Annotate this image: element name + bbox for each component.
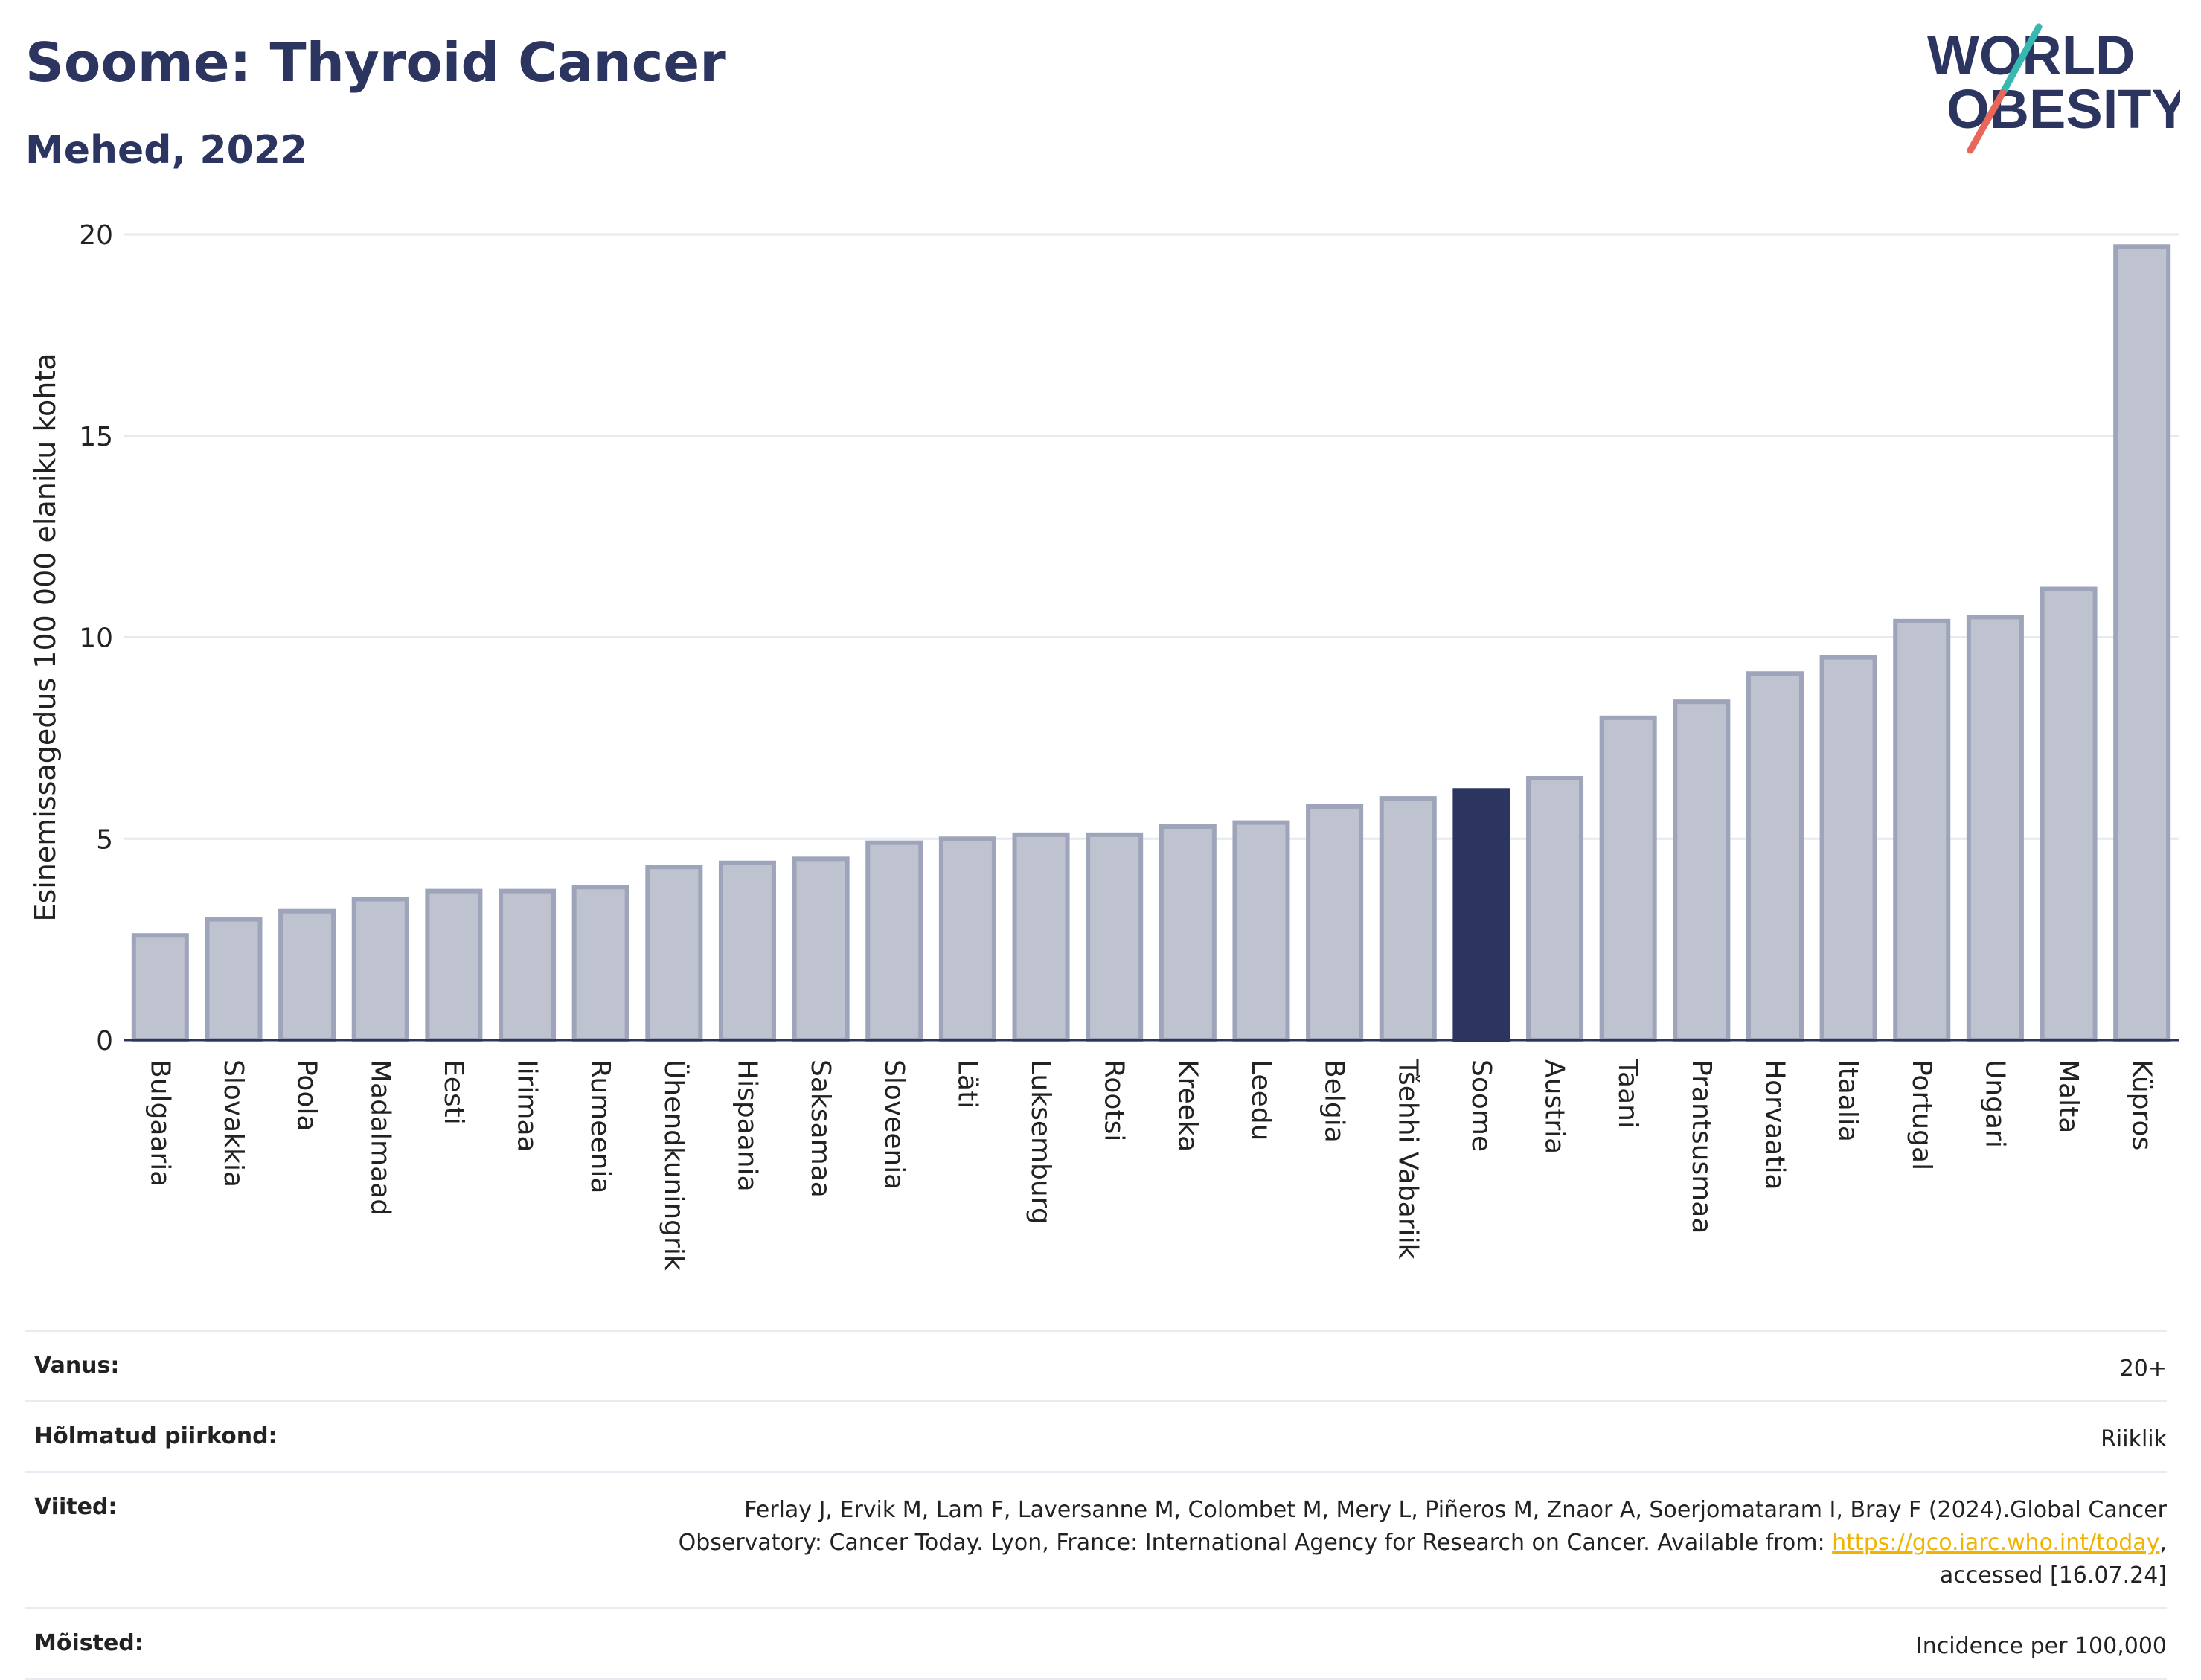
y-tick-label: 20 [79, 220, 113, 251]
bar-Leedu [1232, 820, 1290, 1042]
bar-Kreeka [1159, 824, 1217, 1042]
bar-Bulgaaria [131, 933, 189, 1042]
logo-slash-teal [1999, 23, 2043, 96]
meta-row-region: Hõlmatud piirkond: Riiklik [25, 1400, 2167, 1471]
bar-Rootsi [1086, 832, 1144, 1042]
meta-row-references: Viited: Ferlay J, Ervik M, Lam F, Lavers… [25, 1471, 2167, 1607]
x-tick-label: Bulgaaria [144, 1059, 175, 1187]
bar-Portugal [1893, 618, 1951, 1042]
definitions-label: Mõisted: [34, 1630, 144, 1656]
age-label: Vanus: [34, 1353, 120, 1379]
references-label: Viited: [34, 1494, 118, 1520]
references-value: Ferlay J, Ervik M, Lam F, Laversanne M, … [679, 1494, 2167, 1592]
world-obesity-logo: WORLD OBESITY [1927, 23, 2180, 154]
region-value: Riiklik [2101, 1426, 2167, 1452]
x-tick-label: Luksemburg [1025, 1059, 1056, 1225]
y-axis-label: Esinemissagedus 100 000 elaniku kohta [29, 353, 62, 921]
x-tick-label: Soome [1466, 1059, 1496, 1152]
bar-Prantsusmaa [1673, 699, 1731, 1042]
x-tick-label: Tšehhi Vabariik [1392, 1059, 1423, 1260]
bar-Horvaatia [1746, 671, 1804, 1042]
age-value: 20+ [2119, 1356, 2167, 1382]
bar-Küpros [2113, 244, 2171, 1042]
bar-Poola [278, 908, 336, 1042]
x-tick-label: Sloveenia [879, 1059, 909, 1190]
references-text-1: Ferlay J, Ervik M, Lam F, Laversanne M, … [744, 1497, 2167, 1523]
x-tick-label: Itaalia [1833, 1059, 1863, 1142]
bar-Ungari [1966, 615, 2024, 1042]
bar-Iirimaa [499, 888, 557, 1043]
y-tick-label: 10 [79, 623, 113, 654]
references-text-3: , [2159, 1530, 2167, 1556]
references-link[interactable]: https://gco.iarc.who.int/today [1832, 1530, 2160, 1556]
references-text-2: Observatory: Cancer Today. Lyon, France:… [678, 1530, 1833, 1556]
x-tick-label: Austria [1540, 1059, 1570, 1154]
x-tick-label: Ühendkuningrik [659, 1059, 690, 1271]
metadata-table: Vanus: 20+ Hõlmatud piirkond: Riiklik Vi… [25, 1330, 2167, 1680]
meta-row-age: Vanus: 20+ [25, 1330, 2167, 1400]
bar-Itaalia [1819, 655, 1877, 1042]
page-subtitle: Mehed, 2022 [25, 128, 308, 173]
x-tick-label: Prantsusmaa [1686, 1059, 1717, 1234]
bar-Madalmaad [351, 897, 409, 1042]
bar-Hispaania [718, 860, 776, 1042]
x-tick-label: Belgia [1319, 1059, 1350, 1143]
bar-Ühendkuningrik [645, 865, 703, 1043]
x-tick-label: Saksamaa [805, 1059, 836, 1198]
bar-Rumeenia [571, 885, 629, 1042]
bar-Tšehhi Vabariik [1379, 796, 1437, 1042]
x-tick-labels: Bulgaaria Slovakkia Poola Madalmaad Eesti Iir… [144, 1059, 2156, 1271]
x-tick-label: Iirimaa [512, 1059, 542, 1152]
x-tick-label: Leedu [1246, 1059, 1276, 1141]
bar-Läti [938, 836, 996, 1042]
definitions-value: Incidence per 100,000 [1915, 1633, 2167, 1659]
bar-Eesti [425, 888, 483, 1043]
y-tick-label: 5 [96, 824, 113, 855]
x-tick-label: Ungari [1979, 1059, 2010, 1148]
x-tick-label: Poola [292, 1059, 322, 1132]
bar-Austria [1526, 776, 1584, 1043]
region-label: Hõlmatud piirkond: [34, 1423, 278, 1449]
y-tick-label: 15 [79, 422, 113, 452]
y-tick-label: 0 [96, 1026, 113, 1057]
x-tick-label: Küpros [2127, 1059, 2157, 1150]
bar-Malta [2040, 586, 2098, 1042]
x-tick-label: Eesti [438, 1059, 469, 1125]
x-tick-label: Malta [2053, 1059, 2083, 1133]
y-tick-labels: 0 5 10 15 20 [79, 220, 113, 1057]
bar-chart: 0 5 10 15 20 Bulgaaria Slovakkia Poola Madalmaa… [29, 220, 2179, 1271]
x-tick-label: Rootsi [1099, 1059, 1130, 1141]
x-tick-label: Taani [1612, 1059, 1643, 1129]
meta-row-definitions: Mõisted: Incidence per 100,000 [25, 1607, 2167, 1680]
x-tick-label: Portugal [1906, 1059, 1937, 1170]
bar-Saksamaa [792, 856, 850, 1042]
references-text-4: accessed [16.07.24] [1939, 1562, 2167, 1588]
bar-Belgia [1306, 804, 1364, 1043]
bar-Luksemburg [1012, 832, 1070, 1042]
bar-Taani [1599, 715, 1657, 1042]
bar-Soome [1452, 788, 1510, 1043]
x-tick-label: Kreeka [1172, 1059, 1202, 1152]
x-tick-label: Läti [952, 1059, 982, 1109]
x-tick-label: Hispaania [731, 1059, 762, 1192]
x-tick-label: Rumeenia [585, 1059, 615, 1193]
x-tick-label: Horvaatia [1759, 1059, 1790, 1190]
page-title: Soome: Thyroid Cancer [25, 31, 726, 94]
logo-slash-coral [1967, 89, 2007, 154]
bar-Sloveenia [865, 840, 923, 1043]
bar-Slovakkia [205, 917, 263, 1043]
x-tick-label: Madalmaad [365, 1059, 395, 1216]
x-tick-label: Slovakkia [218, 1059, 249, 1187]
bars [131, 244, 2171, 1043]
